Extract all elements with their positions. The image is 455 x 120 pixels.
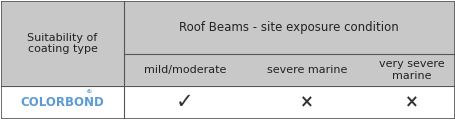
Text: ×: × (404, 93, 418, 111)
Text: ®: ® (85, 89, 91, 94)
Text: ×: × (300, 93, 313, 111)
Bar (1, 1, 454, 86)
Text: ✓: ✓ (176, 92, 193, 112)
Text: severe marine: severe marine (267, 65, 347, 75)
Text: COLORBOND: COLORBOND (20, 96, 104, 109)
Text: Roof Beams - site exposure condition: Roof Beams - site exposure condition (179, 21, 398, 34)
Text: very severe
marine: very severe marine (378, 59, 443, 81)
Bar (1, 86, 454, 119)
Text: Suitability of
coating type: Suitability of coating type (27, 33, 97, 54)
Text: mild/moderate: mild/moderate (143, 65, 226, 75)
